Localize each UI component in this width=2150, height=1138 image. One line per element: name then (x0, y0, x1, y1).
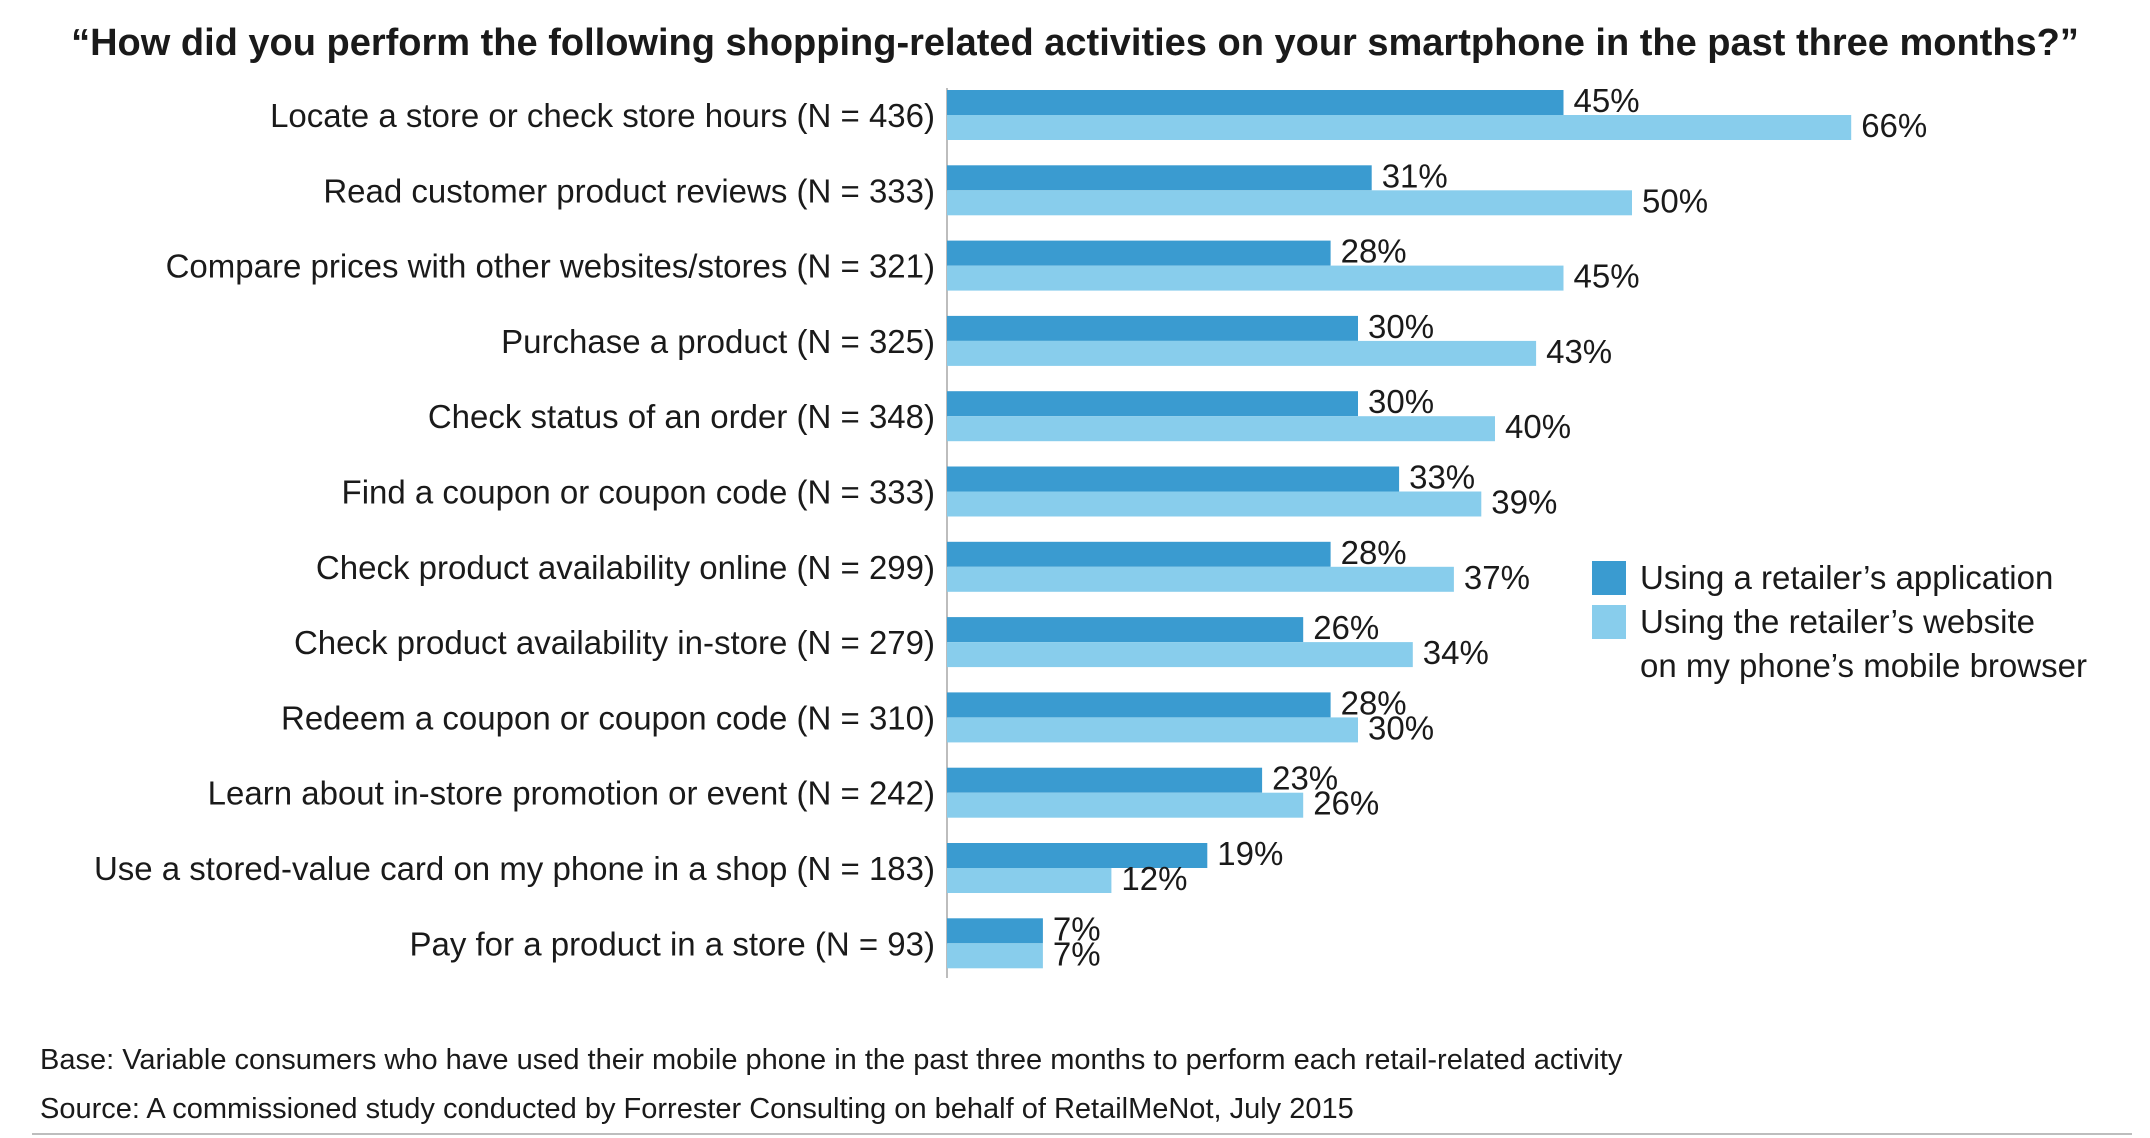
bars-layer: Locate a store or check store hours (N =… (94, 82, 1927, 972)
bar-app (947, 843, 1208, 868)
value-label-web: 50% (1642, 182, 1708, 219)
category-label: Read customer product reviews (N = 333) (323, 172, 935, 209)
value-label-web: 45% (1574, 258, 1640, 295)
value-label-web: 30% (1368, 709, 1434, 746)
value-label-web: 37% (1464, 559, 1530, 596)
bar-app (947, 767, 1263, 793)
category-label: Find a coupon or coupon code (N = 333) (342, 474, 935, 511)
bar-app (947, 315, 1358, 341)
value-label-app: 19% (1217, 835, 1283, 872)
bar-web (947, 190, 1632, 216)
bar-web (947, 717, 1358, 743)
bar-app (947, 466, 1400, 492)
value-label-web: 43% (1546, 333, 1612, 370)
bar-app (947, 692, 1331, 718)
value-label-web: 39% (1491, 484, 1557, 521)
bar-web (947, 416, 1495, 442)
value-label-app: 28% (1341, 233, 1407, 270)
bar-web (947, 340, 1537, 366)
bar-web (947, 792, 1304, 818)
value-label-web: 34% (1423, 634, 1489, 671)
value-label-app: 30% (1368, 383, 1434, 420)
category-label: Use a stored-value card on my phone in a… (94, 850, 935, 887)
category-label: Redeem a coupon or coupon code (N = 310) (281, 699, 935, 736)
category-label: Check product availability in-store (N =… (294, 624, 935, 661)
value-label-app: 33% (1409, 459, 1475, 496)
chart-title: “How did you perform the following shopp… (71, 22, 2079, 64)
category-label: Purchase a product (N = 325) (501, 323, 935, 360)
bar-app (947, 617, 1304, 643)
value-label-app: 30% (1368, 308, 1434, 345)
bar-web (947, 943, 1043, 969)
value-label-app: 26% (1313, 609, 1379, 646)
value-label-web: 40% (1505, 408, 1571, 445)
category-label: Compare prices with other websites/store… (166, 248, 935, 285)
category-label: Pay for a product in a store (N = 93) (409, 925, 935, 962)
bar-chart: Locate a store or check store hours (N =… (94, 82, 1927, 978)
value-label-web: 66% (1861, 107, 1927, 144)
bar-app (947, 240, 1331, 266)
legend: Using a retailer’s application Using the… (1592, 556, 2087, 688)
bar-web (947, 491, 1482, 517)
value-label-app: 31% (1382, 157, 1448, 194)
legend-item-app: Using a retailer’s application (1592, 556, 2087, 600)
category-label: Learn about in-store promotion or event … (208, 775, 935, 812)
footnotes: Base: Variable consumers who have used t… (40, 1036, 1622, 1134)
value-label-app: 45% (1574, 82, 1640, 119)
bar-app (947, 391, 1358, 417)
bar-web (947, 115, 1852, 140)
category-label: Check product availability online (N = 2… (316, 549, 935, 586)
bar-web (947, 642, 1413, 668)
category-label: Locate a store or check store hours (N =… (270, 97, 935, 134)
bar-app (947, 918, 1043, 944)
value-label-app: 7% (1053, 910, 1101, 947)
bar-app (947, 165, 1372, 191)
category-label: Check status of an order (N = 348) (428, 398, 935, 435)
value-label-app: 28% (1341, 534, 1407, 571)
legend-label-web: Using the retailer’s website on my phone… (1640, 603, 2087, 684)
value-label-app: 23% (1272, 760, 1338, 797)
legend-swatch-app (1592, 561, 1626, 595)
source-note: Source: A commissioned study conducted b… (40, 1093, 1354, 1125)
value-label-web: 7% (1053, 935, 1101, 972)
legend-label-app: Using a retailer’s application (1640, 559, 2054, 596)
bar-app (947, 541, 1331, 567)
legend-item-web: Using the retailer’s website on my phone… (1592, 600, 2087, 688)
bar-app (947, 90, 1564, 115)
bar-web (947, 868, 1112, 893)
footer-divider (32, 1133, 2132, 1135)
base-note: Base: Variable consumers who have used t… (40, 1044, 1623, 1076)
value-label-web: 12% (1121, 860, 1187, 897)
bar-web (947, 265, 1564, 291)
bar-web (947, 566, 1454, 592)
value-label-web: 26% (1313, 785, 1379, 822)
legend-swatch-web (1592, 605, 1626, 639)
value-label-app: 28% (1341, 684, 1407, 721)
